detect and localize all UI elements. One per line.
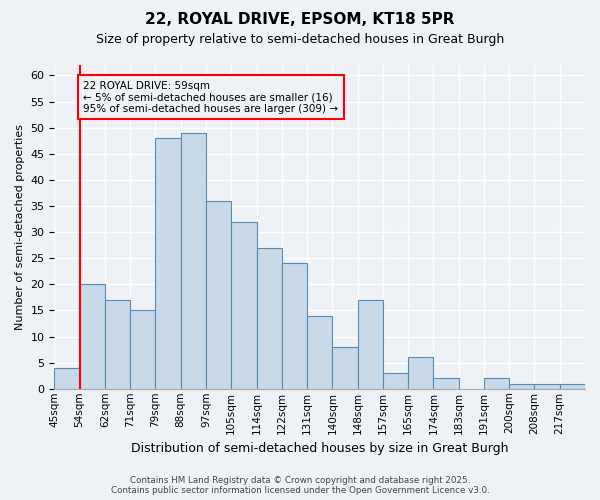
Text: Contains HM Land Registry data © Crown copyright and database right 2025.
Contai: Contains HM Land Registry data © Crown c… — [110, 476, 490, 495]
Y-axis label: Number of semi-detached properties: Number of semi-detached properties — [15, 124, 25, 330]
Bar — [307, 316, 332, 389]
Bar — [383, 373, 408, 389]
Bar — [231, 222, 257, 389]
Text: Size of property relative to semi-detached houses in Great Burgh: Size of property relative to semi-detach… — [96, 32, 504, 46]
Bar — [257, 248, 282, 389]
Text: 22 ROYAL DRIVE: 59sqm
← 5% of semi-detached houses are smaller (16)
95% of semi-: 22 ROYAL DRIVE: 59sqm ← 5% of semi-detac… — [83, 80, 338, 114]
Bar — [484, 378, 509, 389]
Bar — [155, 138, 181, 389]
Bar — [181, 133, 206, 389]
Text: 22, ROYAL DRIVE, EPSOM, KT18 5PR: 22, ROYAL DRIVE, EPSOM, KT18 5PR — [145, 12, 455, 28]
Bar — [332, 347, 358, 389]
Bar — [80, 284, 105, 389]
Bar — [560, 384, 585, 389]
Bar — [55, 368, 80, 389]
Bar — [206, 201, 231, 389]
X-axis label: Distribution of semi-detached houses by size in Great Burgh: Distribution of semi-detached houses by … — [131, 442, 508, 455]
Bar — [433, 378, 458, 389]
Bar — [408, 358, 433, 389]
Bar — [358, 300, 383, 389]
Bar — [509, 384, 535, 389]
Bar — [130, 310, 155, 389]
Bar — [535, 384, 560, 389]
Bar — [282, 264, 307, 389]
Bar — [105, 300, 130, 389]
